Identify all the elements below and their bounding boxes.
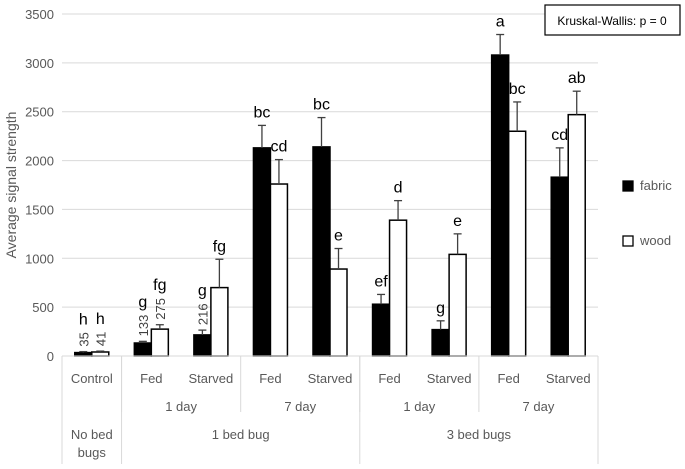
significance-letter: g [436,300,445,317]
x-tick-label: Fed [259,371,281,386]
y-axis-label: Average signal strength [3,112,19,259]
bar-wood [329,268,348,357]
legend-swatch-fabric [622,180,634,192]
significance-letter: h [79,312,88,329]
significance-letter: bc [509,81,526,98]
y-tick-label: 3500 [25,7,54,22]
bar-wood [507,130,527,357]
bar-fabric [193,334,212,357]
significance-letter: d [394,180,403,197]
bar-wood [91,351,110,357]
legend-label: wood [639,233,671,248]
x-group-label: 1 day [403,399,435,414]
legend-swatch-wood [622,235,634,247]
bar-wood [269,183,289,357]
significance-letter: e [334,228,343,245]
bar-wood [150,328,170,357]
significance-letter: g [198,283,207,300]
y-tick-label: 1500 [25,202,54,217]
x-tick-label: Control [71,371,113,386]
x-group-label: 7 day [284,399,316,414]
bar-fabric [431,328,450,357]
bar-wood [388,219,408,357]
y-tick-label: 500 [32,300,54,315]
significance-letter: cd [270,139,287,156]
bar-fabric [133,342,153,357]
bar-fabric [252,147,272,357]
value-label: 216 [195,303,210,325]
significance-letter: bc [313,97,330,114]
y-tick-label: 3000 [25,56,54,71]
bar-wood [210,286,229,357]
bar-wood [448,253,467,357]
x-tick-label: Fed [378,371,400,386]
significance-letter: fg [213,238,226,255]
x-group-label: 1 bed bug [212,427,270,442]
x-tick-label: Fed [140,371,162,386]
legend-label: fabric [640,178,672,193]
y-tick-label: 2000 [25,154,54,169]
significance-letter: a [496,14,505,31]
x-tick-label: Starved [546,371,591,386]
significance-letter: bc [253,104,270,121]
x-group-label: No bed [71,427,113,442]
x-group-label: 7 day [523,399,555,414]
value-label: 41 [93,332,108,346]
value-label: 35 [76,332,91,346]
bar-fabric [490,54,510,357]
annotation-box [544,4,681,36]
value-label: 275 [153,298,168,320]
x-tick-label: Starved [188,371,233,386]
value-label: 133 [136,315,151,337]
significance-letter: ab [568,70,586,87]
bar-fabric [371,303,391,357]
annotation-text: Kruskal-Wallis: p = 0 [557,14,667,28]
significance-letter: h [96,311,105,328]
x-tick-label: Starved [427,371,472,386]
x-group-label: bugs [78,445,107,460]
significance-letter: cd [551,127,568,144]
y-tick-label: 1000 [25,251,54,266]
significance-letter: g [138,294,147,311]
bar-fabric [550,176,569,357]
y-tick-label: 2500 [25,105,54,120]
bar-fabric [74,351,93,357]
bar-wood [567,113,586,357]
x-tick-label: Starved [308,371,353,386]
significance-letter: fg [153,277,166,294]
x-tick-label: Fed [497,371,519,386]
bar-fabric [312,146,331,357]
x-group-label: 1 day [165,399,197,414]
x-group-label: 3 bed bugs [447,427,512,442]
significance-letter: ef [374,273,388,290]
y-tick-label: 0 [47,349,54,364]
significance-letter: e [453,213,462,230]
